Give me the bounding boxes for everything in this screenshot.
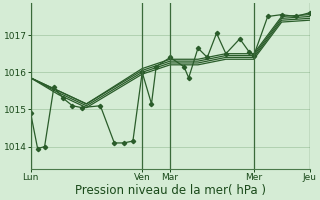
X-axis label: Pression niveau de la mer( hPa ): Pression niveau de la mer( hPa ) — [75, 184, 266, 197]
